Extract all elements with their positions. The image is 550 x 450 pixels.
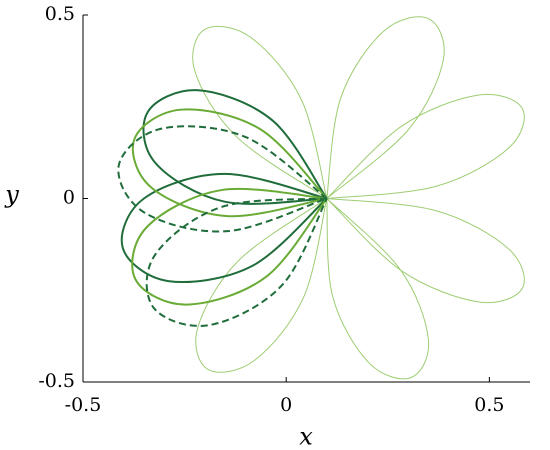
- x-tick-label: 0: [280, 394, 292, 416]
- y-tick-label: 0.5: [45, 3, 75, 25]
- x-axis-label: x: [299, 423, 313, 450]
- y-axis-label: y: [4, 181, 19, 209]
- x-tick-label: -0.5: [65, 394, 102, 416]
- y-tick-label: -0.5: [38, 370, 75, 392]
- y-tick-label: 0: [63, 187, 75, 209]
- series-line: [120, 89, 328, 283]
- series-line: [192, 16, 525, 380]
- series-line: [131, 108, 328, 306]
- x-tick-label: 0.5: [474, 394, 504, 416]
- series-line: [117, 125, 328, 327]
